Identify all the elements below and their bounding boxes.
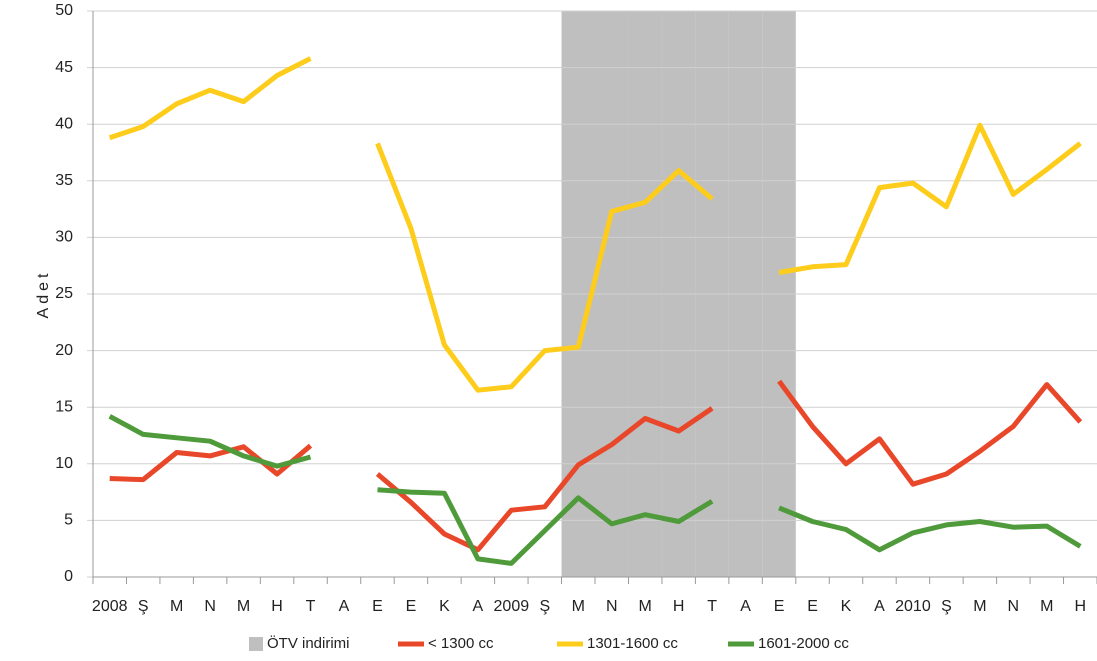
x-tick-label: Ş (539, 598, 550, 615)
x-tick-label: N (1008, 598, 1020, 615)
x-tick-label: 2008 (92, 598, 128, 615)
x-tick-label: H (271, 598, 283, 615)
y-axis-label: Adet (35, 270, 52, 319)
x-tick-label: M (572, 598, 585, 615)
y-tick-label: 0 (64, 568, 73, 585)
y-tick-label: 5 (64, 512, 73, 529)
x-tick-label: K (439, 598, 450, 615)
y-tick-label: 50 (55, 2, 73, 19)
x-tick-label: Ş (138, 598, 149, 615)
line (108, 414, 1082, 566)
x-tick-label: A (740, 598, 751, 615)
line-layer (108, 56, 1083, 566)
x-tick-label: 2009 (494, 598, 530, 615)
x-tick-label: Ş (941, 598, 952, 615)
legend-label: ÖTV indirimi (267, 634, 350, 652)
x-tick-label: 2010 (895, 598, 931, 615)
x-tick-label: M (973, 598, 986, 615)
x-tick-label: T (306, 598, 316, 615)
legend-label: 1601-2000 cc (758, 635, 849, 652)
y-tick-label: 30 (55, 229, 73, 246)
y-tick-label: 20 (55, 342, 73, 359)
x-tick-label: E (406, 598, 417, 615)
legend-label: < 1300 cc (428, 635, 494, 652)
x-tick-label: A (473, 598, 484, 615)
y-tick-label: 40 (55, 115, 73, 132)
x-tick-label: E (774, 598, 785, 615)
x-tick-label: H (673, 598, 685, 615)
x-tick-label: M (639, 598, 652, 615)
x-tick-label: M (170, 598, 183, 615)
line (109, 379, 1083, 553)
x-tick-label: E (372, 598, 383, 615)
y-tick-label: 15 (55, 398, 73, 415)
x-tick-label: H (1074, 598, 1086, 615)
x-tick-label: T (707, 598, 717, 615)
x-tick-label: E (807, 598, 818, 615)
x-tick-label: A (339, 598, 350, 615)
x-tick-label: K (841, 598, 852, 615)
x-tick-label: A (874, 598, 885, 615)
legend-swatch (249, 637, 263, 651)
y-tick-label: 45 (55, 59, 73, 76)
line (108, 56, 1082, 393)
y-tick-label: 10 (55, 455, 73, 472)
x-tick-label: N (606, 598, 618, 615)
y-tick-label: 35 (55, 172, 73, 189)
x-tick-label: M (237, 598, 250, 615)
y-tick-label: 25 (55, 285, 73, 302)
legend-label: 1301-1600 cc (587, 635, 678, 652)
x-tick-label: N (204, 598, 216, 615)
x-tick-label: M (1040, 598, 1053, 615)
